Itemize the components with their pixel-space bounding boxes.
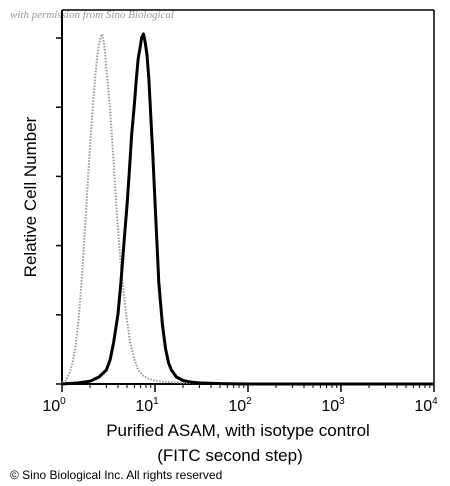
asam-histogram-line — [61, 32, 434, 386]
x-axis-title-line2: (FITC second step) — [157, 446, 303, 465]
x-tick-label-base: 10 — [321, 398, 339, 415]
x-tick-label-exponent: 4 — [432, 396, 438, 407]
x-axis-title-line1: Purified ASAM, with isotype control — [106, 421, 370, 440]
plot-area — [61, 9, 435, 385]
y-ticks — [56, 37, 62, 385]
x-tick-label-exponent: 1 — [153, 396, 159, 407]
x-tick-label-base: 10 — [42, 398, 60, 415]
x-tick-label: 101 — [135, 396, 159, 415]
x-tick-label-base: 10 — [414, 398, 432, 415]
series-layer — [61, 32, 434, 386]
watermark-text: with permission from Sino Biological — [10, 9, 174, 21]
x-tick-label-base: 10 — [135, 398, 153, 415]
x-tick-label-exponent: 2 — [246, 396, 252, 407]
x-tick-label-base: 10 — [228, 398, 246, 415]
x-tick-label: 100 — [42, 396, 66, 415]
x-tick-label-exponent: 0 — [60, 396, 66, 407]
x-tick-label: 102 — [228, 396, 252, 415]
y-axis-title: Relative Cell Number — [21, 116, 40, 277]
copyright-notice: © Sino Biological Inc. All rights reserv… — [10, 468, 222, 482]
x-ticks: 100 101 102 103 104 — [42, 384, 438, 415]
isotype-control-histogram-line — [61, 33, 434, 385]
x-tick-label: 104 — [414, 396, 438, 415]
x-tick-label: 103 — [321, 396, 345, 415]
x-tick-label-exponent: 3 — [339, 396, 345, 407]
